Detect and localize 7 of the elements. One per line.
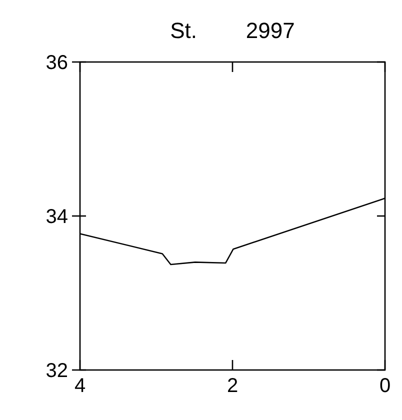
x-tick-label: 4 — [74, 375, 86, 397]
chart-title: St. 2997 — [170, 18, 295, 43]
y-tick-label: 32 — [46, 360, 68, 382]
x-tick-label: 0 — [379, 375, 391, 397]
y-tick-label: 34 — [46, 206, 68, 228]
y-tick-label: 36 — [46, 52, 68, 74]
x-tick-label: 2 — [226, 375, 238, 397]
